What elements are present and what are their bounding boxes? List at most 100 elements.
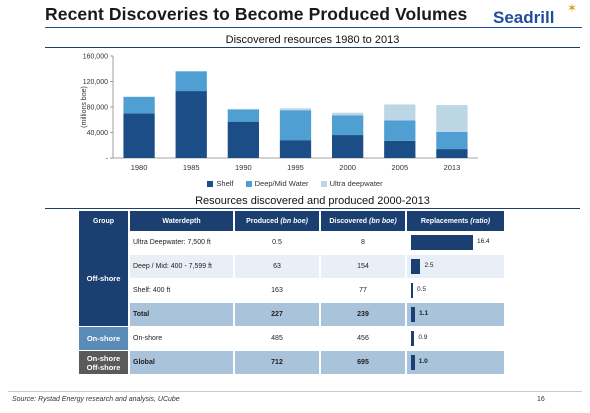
ratio-label: 16.4 xyxy=(477,238,490,245)
produced-cell: 227 xyxy=(234,302,321,327)
page-title: Recent Discoveries to Become Produced Vo… xyxy=(45,4,468,24)
legend-item-deep: Deep/Mid Water xyxy=(245,179,309,188)
x-tick-label: 2000 xyxy=(339,163,356,172)
ratio-label: 2.5 xyxy=(424,262,434,269)
ratio-cell: 1.0 xyxy=(406,350,506,375)
x-tick-label: 1995 xyxy=(287,163,304,172)
group-onshore: On-shore xyxy=(79,326,130,351)
waterdepth-cell: Total xyxy=(129,302,235,327)
y-tick-label: - xyxy=(106,156,109,163)
y-tick-label: 40,000 xyxy=(87,130,109,137)
legend-item-ultra: Ultra deepwater xyxy=(320,179,383,188)
legend-swatch-deep xyxy=(245,181,252,188)
stacked-bar-chart: - 40,000 80,000 120,000 160,000 (millions boe… xyxy=(81,54,478,172)
waterdepth-cell: Shelf: 400 ft xyxy=(129,278,235,303)
header-discovered-label: Discovered xyxy=(329,217,368,225)
legend-label-ultra: Ultra deepwater xyxy=(329,179,383,188)
table-row: Shelf: 400 ft 163 77 0.5 xyxy=(79,278,506,303)
bar-segment-shelf xyxy=(384,140,416,158)
legend-swatch-ultra xyxy=(320,181,327,188)
discovered-cell: 695 xyxy=(320,350,407,375)
header-replacements-unit: (ratio) xyxy=(470,217,491,225)
header-waterdepth: Waterdepth xyxy=(129,211,235,231)
x-tick-label: 2013 xyxy=(444,163,461,172)
ratio-cell: 2.5 xyxy=(406,254,506,279)
y-axis-label: (millions boe) xyxy=(81,86,88,128)
header-group: Group xyxy=(79,211,130,231)
header-produced: Produced (bn boe) xyxy=(234,211,321,231)
bar-segment-shelf xyxy=(123,113,155,158)
y-tick-label: 120,000 xyxy=(83,79,108,86)
ratio-cell: 1.1 xyxy=(406,302,506,327)
bar-segment-deep-mid-water xyxy=(279,110,312,141)
bar-segment-ultra-deepwater xyxy=(436,105,468,132)
x-tick-label: 1990 xyxy=(235,163,252,172)
header-discovered: Discovered (bn boe) xyxy=(320,211,407,231)
table-row: Deep / Mid: 400 - 7,599 ft 63 154 2.5 xyxy=(79,254,506,279)
ratio-cell: 0.5 xyxy=(406,278,506,303)
table-header-row: Group Waterdepth Produced (bn boe) Disco… xyxy=(79,211,506,231)
group-offshore: Off-shore xyxy=(79,231,130,327)
bar-segment-deep-mid-water xyxy=(227,109,259,122)
ratio-cell: 16.4 xyxy=(406,231,506,255)
produced-cell: 485 xyxy=(234,326,321,351)
header-produced-label: Produced xyxy=(246,217,279,225)
group-combined-line2: Off-shore xyxy=(86,362,121,372)
produced-cell: 63 xyxy=(234,254,321,279)
discovered-cell: 77 xyxy=(320,278,407,303)
bar-segment-ultra-deepwater xyxy=(279,108,312,111)
header-produced-unit: (bn boe) xyxy=(280,217,308,225)
footer-rule xyxy=(8,391,582,392)
ratio-label: 1.1 xyxy=(419,310,429,317)
x-tick-label: 1985 xyxy=(183,163,200,172)
source-note: Source: Rystad Energy research and analy… xyxy=(12,396,180,403)
legend-label-deep: Deep/Mid Water xyxy=(254,179,309,188)
ratio-bar xyxy=(411,355,415,370)
ratio-bar xyxy=(411,235,473,250)
bar-segment-ultra-deepwater xyxy=(332,112,364,116)
seadrill-logo: Seadrill ✶ xyxy=(493,1,583,30)
chart-legend: Shelf Deep/Mid Water Ultra deepwater xyxy=(0,179,590,188)
bar-segment-shelf xyxy=(332,135,364,158)
ratio-bar xyxy=(411,283,413,298)
bar-segment-shelf xyxy=(227,121,259,158)
ratio-bar xyxy=(411,259,421,274)
x-tick-label: 2005 xyxy=(391,163,408,172)
waterdepth-cell: Ultra Deepwater: 7,500 ft xyxy=(129,231,235,255)
discovered-cell: 154 xyxy=(320,254,407,279)
group-combined: On-shore Off-shore xyxy=(79,350,130,375)
waterdepth-cell: Deep / Mid: 400 - 7,599 ft xyxy=(129,254,235,279)
bar-segment-deep-mid-water xyxy=(332,115,364,136)
chart-title: Discovered resources 1980 to 2013 xyxy=(45,34,580,48)
ratio-bar xyxy=(411,331,415,346)
waterdepth-cell: On-shore xyxy=(129,326,235,351)
ratio-label: 0.9 xyxy=(418,334,428,341)
table-row-total: Total 227 239 1.1 xyxy=(79,302,506,327)
header-replacements-label: Replacements xyxy=(420,217,469,225)
y-tick-label: 160,000 xyxy=(83,54,108,61)
bar-segment-deep-mid-water xyxy=(175,71,207,92)
title-rule xyxy=(45,27,582,28)
header-discovered-unit: (bn boe) xyxy=(369,217,397,225)
ratio-label: 1.0 xyxy=(418,358,428,365)
legend-label-shelf: Shelf xyxy=(216,179,234,188)
ratio-cell: 0.9 xyxy=(406,326,506,351)
header-replacements: Replacements (ratio) xyxy=(406,211,506,231)
bar-segment-deep-mid-water xyxy=(436,131,468,150)
bar-segment-shelf xyxy=(279,140,312,158)
ratio-label: 0.5 xyxy=(417,286,427,293)
table-title: Resources discovered and produced 2000-2… xyxy=(45,195,580,209)
table-row: Off-shore Ultra Deepwater: 7,500 ft 0.5 … xyxy=(79,231,506,327)
waterdepth-cell: Global xyxy=(129,350,235,375)
bar-segment-shelf xyxy=(436,149,468,158)
table-row: On-shore On-shore 485 456 0.9 xyxy=(79,326,506,351)
bar-segment-deep-mid-water xyxy=(384,120,416,141)
resources-table: Group Waterdepth Produced (bn boe) Disco… xyxy=(79,211,506,375)
group-combined-line1: On-shore xyxy=(86,353,121,363)
discovered-cell: 8 xyxy=(320,231,407,255)
produced-cell: 0.5 xyxy=(234,231,321,255)
bar-segment-deep-mid-water xyxy=(123,96,155,114)
ratio-bar xyxy=(411,307,416,322)
star-icon: ✶ xyxy=(567,1,578,15)
bar-segment-shelf xyxy=(175,91,207,158)
